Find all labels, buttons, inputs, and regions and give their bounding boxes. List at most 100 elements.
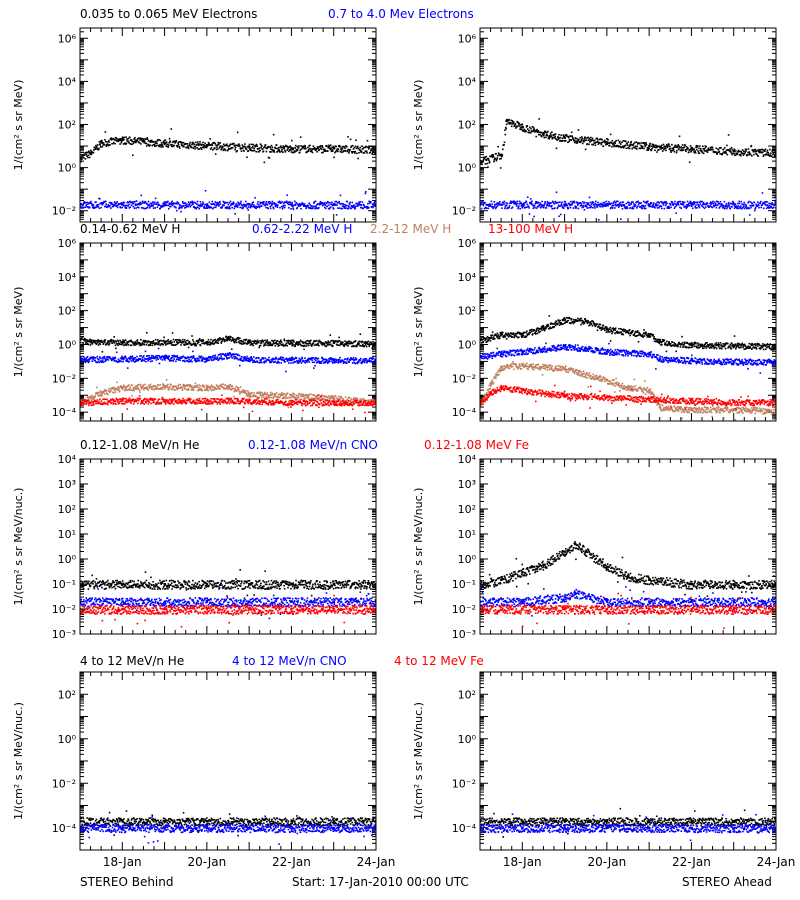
data-point	[518, 125, 521, 127]
data-point	[612, 204, 615, 207]
data-point	[660, 146, 663, 148]
data-point	[732, 203, 736, 206]
data-point	[262, 341, 264, 343]
data-point	[227, 338, 229, 341]
data-point	[358, 151, 360, 154]
data-point	[118, 203, 121, 205]
data-point	[110, 138, 112, 140]
data-point	[576, 202, 579, 204]
data-point	[231, 339, 233, 342]
data-point	[353, 204, 355, 206]
data-point	[200, 340, 203, 343]
data-point	[613, 200, 616, 203]
data-point	[345, 207, 347, 209]
data-point	[110, 357, 112, 360]
data-point	[120, 141, 123, 144]
data-point	[599, 142, 601, 144]
data-point	[201, 204, 203, 207]
data-point	[151, 201, 154, 203]
data-point	[754, 209, 756, 212]
data-point	[114, 357, 117, 359]
data-point	[99, 357, 102, 360]
data-point	[275, 144, 278, 146]
data-point	[490, 205, 492, 207]
data-point	[128, 142, 130, 144]
data-point	[714, 202, 717, 205]
data-point	[748, 214, 751, 216]
data-point	[217, 342, 220, 345]
data-point	[702, 145, 704, 148]
data-point	[485, 207, 488, 210]
data-point	[287, 341, 290, 343]
data-point	[356, 202, 358, 205]
data-point	[511, 123, 513, 125]
data-point	[169, 141, 172, 143]
data-point	[313, 358, 316, 361]
data-point	[291, 339, 294, 342]
data-point	[332, 341, 336, 344]
data-point	[86, 340, 88, 342]
data-point	[291, 148, 294, 151]
data-point	[267, 341, 270, 344]
data-point	[613, 145, 615, 148]
data-point	[125, 344, 128, 347]
data-point	[352, 356, 355, 359]
data-point	[324, 150, 327, 152]
data-point	[255, 343, 257, 345]
data-point	[512, 200, 515, 203]
data-point	[194, 358, 197, 360]
data-point	[165, 145, 168, 148]
data-point	[336, 204, 338, 206]
data-point	[501, 148, 504, 151]
data-point	[343, 343, 346, 345]
data-point	[213, 339, 216, 341]
data-point	[230, 147, 232, 150]
data-point	[752, 149, 754, 151]
data-point	[603, 140, 606, 143]
data-point	[254, 339, 256, 342]
data-point	[316, 358, 318, 360]
data-point	[564, 134, 567, 137]
data-point	[302, 359, 305, 362]
data-point	[724, 205, 727, 208]
data-point	[346, 200, 348, 203]
data-point	[657, 204, 659, 206]
data-point	[353, 361, 356, 364]
data-point	[134, 357, 137, 359]
data-point	[148, 357, 150, 359]
data-point	[359, 333, 362, 335]
data-point	[238, 202, 241, 205]
data-point	[260, 340, 263, 343]
data-point	[105, 144, 108, 146]
data-point	[298, 357, 301, 360]
data-point	[483, 156, 485, 159]
data-point	[118, 139, 121, 142]
data-point	[113, 204, 116, 206]
data-point	[193, 201, 196, 204]
data-point	[108, 201, 111, 204]
data-point	[190, 204, 193, 207]
data-point	[205, 357, 209, 360]
data-point	[675, 151, 678, 154]
data-point	[580, 202, 583, 205]
data-point	[611, 139, 614, 142]
data-point	[498, 153, 501, 156]
data-point	[269, 201, 271, 203]
data-point	[254, 196, 256, 199]
data-point	[678, 135, 681, 138]
data-point	[735, 206, 738, 209]
data-point	[127, 205, 129, 207]
data-point	[724, 150, 727, 153]
data-point	[560, 134, 562, 137]
data-point	[301, 145, 304, 148]
data-point	[577, 203, 579, 205]
data-point	[518, 200, 521, 203]
data-point	[176, 201, 179, 203]
data-point	[310, 345, 313, 347]
data-point	[104, 140, 107, 143]
data-point	[198, 204, 201, 207]
data-point	[482, 160, 484, 163]
data-point	[97, 339, 99, 341]
data-point	[551, 207, 554, 210]
data-point	[101, 350, 104, 353]
